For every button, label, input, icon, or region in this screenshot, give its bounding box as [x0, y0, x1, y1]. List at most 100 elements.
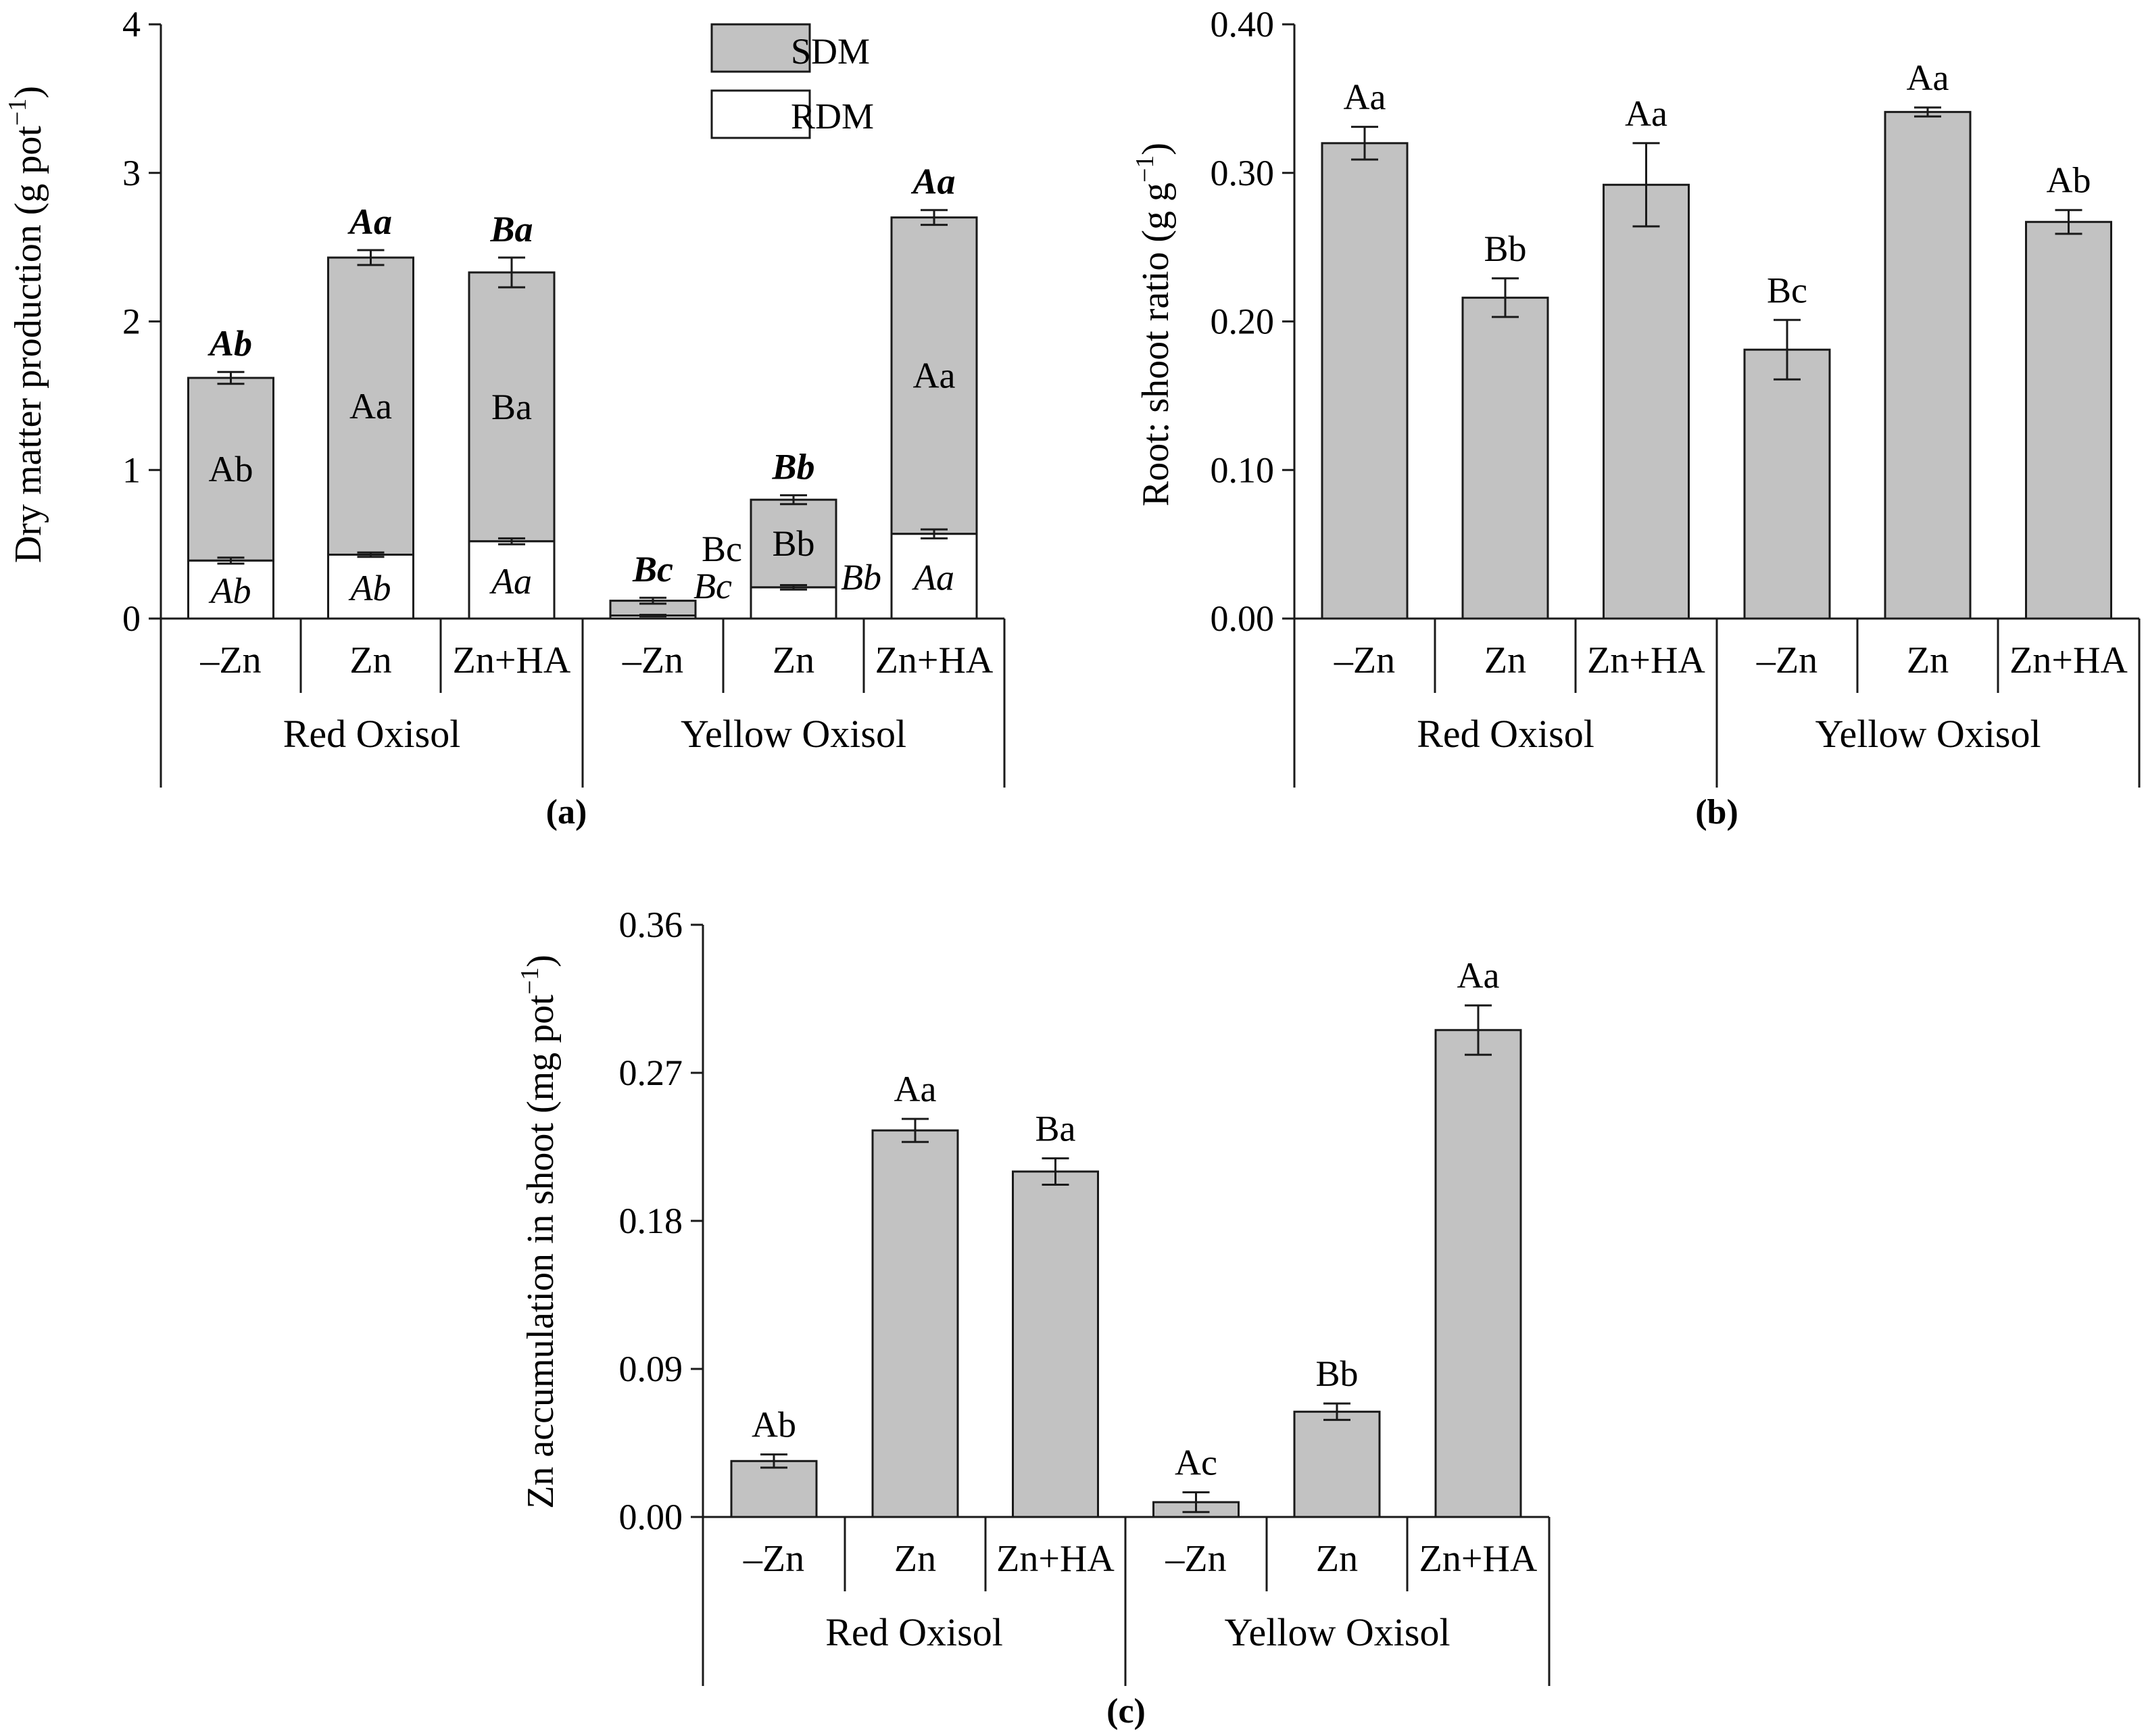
panel-b-significance-label: Aa	[1907, 57, 1949, 98]
panel-c-bar	[871, 1129, 959, 1518]
panel-c-y-axis-label: Zn accumulation in shoot (mg pot−1)	[516, 955, 562, 1509]
panel-c-y-axis-label-sup: −1	[516, 967, 544, 994]
legend-rdm-swatch	[710, 89, 811, 139]
panel-a-group-label: Red Oxisol	[283, 712, 461, 756]
panel-c-bar	[730, 1460, 818, 1518]
panel-a-label: (a)	[546, 793, 587, 831]
panel-a-category-label: Zn+HA	[875, 640, 994, 681]
sdm-bar-segment	[187, 377, 274, 562]
panel-a-category-label: –Zn	[622, 640, 683, 681]
panel-c-category-label: Zn+HA	[996, 1538, 1115, 1580]
panel-a-category-label: –Zn	[199, 640, 261, 681]
panel-b-label: (b)	[1695, 793, 1738, 831]
panel-b-category-label: Zn	[1484, 640, 1526, 681]
panel-b-group-label: Yellow Oxisol	[1815, 712, 2041, 756]
rdm-significance-label: Bc	[693, 566, 732, 606]
rdm-significance-label: Bb	[841, 557, 881, 598]
panel-b-significance-label: Aa	[1344, 77, 1386, 118]
panel-a-y-axis-label-text: Dry matter production (g pot	[7, 126, 49, 563]
panel-b-y-tick-label: 0.00	[1211, 598, 1275, 639]
panel-a-y-tick-label: 0	[122, 598, 141, 639]
total-significance-label: Ab	[208, 323, 252, 364]
panel-a-group-label: Yellow Oxisol	[681, 712, 906, 756]
panel-b-y-tick-label: 0.20	[1211, 302, 1275, 342]
panel-c-bar	[1012, 1170, 1099, 1518]
panel-c-y-axis-label-close: )	[520, 955, 562, 967]
panel-b-category-label: Zn+HA	[2009, 640, 2128, 681]
panel-a-y-axis-label-close: )	[7, 86, 49, 99]
panel-b-bar	[1743, 348, 1831, 620]
panel-b-y-axis-label-text: Root: shoot ratio (g g	[1135, 183, 1177, 506]
panel-b-bar	[1884, 111, 1972, 620]
panel-b-significance-label: Bb	[1484, 228, 1526, 269]
panel-a-stacked-dry-matter-chart: (a) SDM RDM 0 1 2 3 4 Dry matter production (…	[3, 4, 1006, 831]
panel-c-significance-label: Ac	[1175, 1443, 1217, 1483]
rdm-significance-label: Ab	[209, 571, 251, 611]
panel-c-significance-label: Aa	[1457, 955, 1500, 996]
panel-a-y-axis-label-sup: −1	[3, 99, 32, 126]
panel-c-significance-label: Bb	[1315, 1353, 1358, 1394]
panel-b-y-tick-label: 0.40	[1211, 4, 1275, 45]
panel-b-bar	[2025, 220, 2112, 620]
panel-b-y-axis-label-close: )	[1135, 143, 1177, 155]
panel-b-significance-label: Aa	[1625, 93, 1667, 134]
panel-b-group-label: Red Oxisol	[1417, 712, 1594, 756]
total-significance-label: Aa	[347, 201, 392, 242]
panel-b-y-axis-label: Root: shoot ratio (g g−1)	[1131, 143, 1177, 506]
panel-c-y-tick-label: 0.36	[619, 905, 683, 945]
sdm-significance-label: Ba	[491, 387, 532, 427]
panel-b-significance-label: Bc	[1767, 270, 1807, 310]
rdm-significance-label: Aa	[912, 557, 954, 598]
rdm-bar-segment	[890, 533, 978, 620]
panel-c-category-label: Zn	[894, 1538, 936, 1580]
panel-b-bar	[1321, 142, 1409, 620]
panel-c-bar	[1434, 1029, 1522, 1518]
rdm-bar-segment	[750, 586, 837, 620]
panel-b-y-tick-label: 0.10	[1211, 450, 1275, 490]
panel-c-category-label: Zn+HA	[1419, 1538, 1538, 1580]
total-significance-label: Bc	[632, 549, 673, 589]
legend-sdm-label: SDM	[791, 31, 870, 72]
panel-c-y-tick-label: 0.27	[619, 1053, 683, 1093]
legend-sdm-swatch	[710, 23, 811, 73]
panel-a-y-axis-label: Dry matter production (g pot−1)	[3, 86, 49, 563]
panel-c-significance-label: Aa	[894, 1069, 937, 1109]
panel-b-bar	[1603, 183, 1690, 620]
panel-a-y-tick-label: 1	[122, 450, 141, 490]
panel-b-y-tick-label: 0.30	[1211, 153, 1275, 193]
panel-a-y-tick-label: 4	[122, 4, 141, 45]
panel-c-zn-accumulation-chart: (c) 0.00 0.09 0.18 0.27 0.36 Zn accumulation …	[516, 905, 1551, 1731]
panel-c-category-label: Zn	[1316, 1538, 1358, 1580]
panel-c-y-axis-label-text: Zn accumulation in shoot (mg pot	[520, 994, 562, 1509]
panel-c-y-tick-label: 0.18	[619, 1201, 683, 1241]
total-significance-label: Aa	[910, 162, 955, 202]
rdm-significance-label: Aa	[489, 561, 532, 602]
panel-b-category-label: –Zn	[1756, 640, 1818, 681]
sdm-significance-label: Aa	[913, 356, 956, 396]
panel-c-group-label: Red Oxisol	[825, 1610, 1003, 1654]
panel-b-root-shoot-ratio-chart: (b) 0.00 0.10 0.20 0.30 0.40 Root: shoot rati…	[1131, 4, 2141, 831]
panel-b-category-label: –Zn	[1334, 640, 1395, 681]
sdm-bar-segment	[750, 498, 837, 589]
total-significance-label: Bb	[771, 447, 814, 487]
panel-b-category-label: Zn	[1907, 640, 1949, 681]
panel-a-category-label: Zn	[773, 640, 814, 681]
panel-c-category-label: –Zn	[743, 1538, 804, 1580]
panel-c-group-label: Yellow Oxisol	[1224, 1610, 1450, 1654]
panel-a-y-tick-label: 3	[122, 153, 141, 193]
panel-b-category-label: Zn+HA	[1587, 640, 1705, 681]
panel-c-bar	[1293, 1410, 1381, 1518]
panel-c-y-tick-label: 0.00	[619, 1497, 683, 1537]
panel-c-significance-label: Ba	[1035, 1109, 1076, 1149]
sdm-significance-label: Bc	[702, 529, 742, 569]
sdm-significance-label: Aa	[349, 386, 392, 427]
panel-c-significance-label: Ab	[752, 1405, 796, 1445]
rdm-bar-segment	[468, 540, 556, 620]
rdm-bar-segment	[187, 559, 274, 620]
rdm-bar-segment	[327, 554, 414, 620]
total-significance-label: Ba	[489, 209, 533, 249]
panel-c-y-tick-label: 0.09	[619, 1349, 683, 1389]
panel-a-category-label: Zn+HA	[453, 640, 571, 681]
panel-b-significance-label: Ab	[2047, 160, 2091, 201]
